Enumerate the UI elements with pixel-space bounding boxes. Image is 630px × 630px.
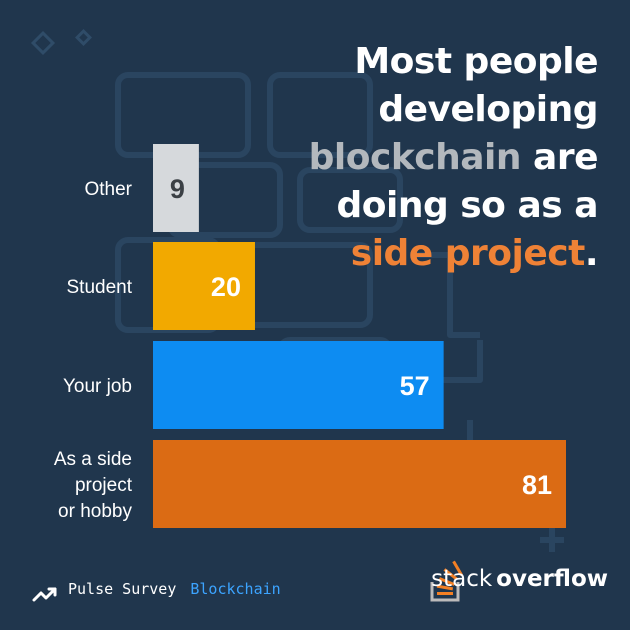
footer-survey-label: Pulse Survey Blockchain <box>32 580 281 598</box>
headline: Most people developing blockchain are do… <box>308 38 599 278</box>
headline-line-1: Most people <box>354 41 598 82</box>
bar-other <box>153 144 199 232</box>
stackoverflow-logo-icon <box>430 560 463 602</box>
value-label-your-job: 57 <box>400 371 430 401</box>
headline-highlight-side-project: side project <box>350 233 586 274</box>
category-label-as-a-side-project-or-hobby: As a side project or hobby <box>54 449 133 522</box>
logo-word-stack: stack <box>431 566 493 592</box>
bar-chart: 9 Other 20 Student 57 Your job 81 As a side proj… <box>54 144 566 528</box>
value-label-as-a-side-project-or-hobby: 81 <box>522 470 552 500</box>
category-label-your-job: Your job <box>63 376 132 397</box>
headline-highlight-blockchain: blockchain <box>308 137 522 178</box>
stackoverflow-logo: stack overflow <box>431 566 608 592</box>
trend-icon <box>32 587 57 602</box>
headline-line-5: side project. <box>309 230 599 278</box>
headline-line-5-end: . <box>584 233 599 274</box>
circuit-background-pattern <box>115 72 564 552</box>
bar-student <box>153 242 255 330</box>
value-label-other: 9 <box>170 174 185 204</box>
category-label-student: Student <box>67 277 133 298</box>
headline-line-2: developing <box>378 89 598 130</box>
survey-topic-label: Blockchain <box>190 580 281 598</box>
bar-your-job <box>153 341 444 429</box>
category-label-other: Other <box>84 179 132 200</box>
bar-as-a-side-project-or-hobby <box>153 440 566 528</box>
headline-line-3-rest: are <box>521 137 598 178</box>
logo-word-overflow: overflow <box>496 566 608 592</box>
pulse-survey-label: Pulse Survey <box>68 580 177 598</box>
decorative-diamonds <box>30 29 92 56</box>
headline-line-4: doing so as a <box>336 185 598 226</box>
value-label-student: 20 <box>211 272 241 302</box>
headline-line-3: blockchain are <box>308 134 599 182</box>
